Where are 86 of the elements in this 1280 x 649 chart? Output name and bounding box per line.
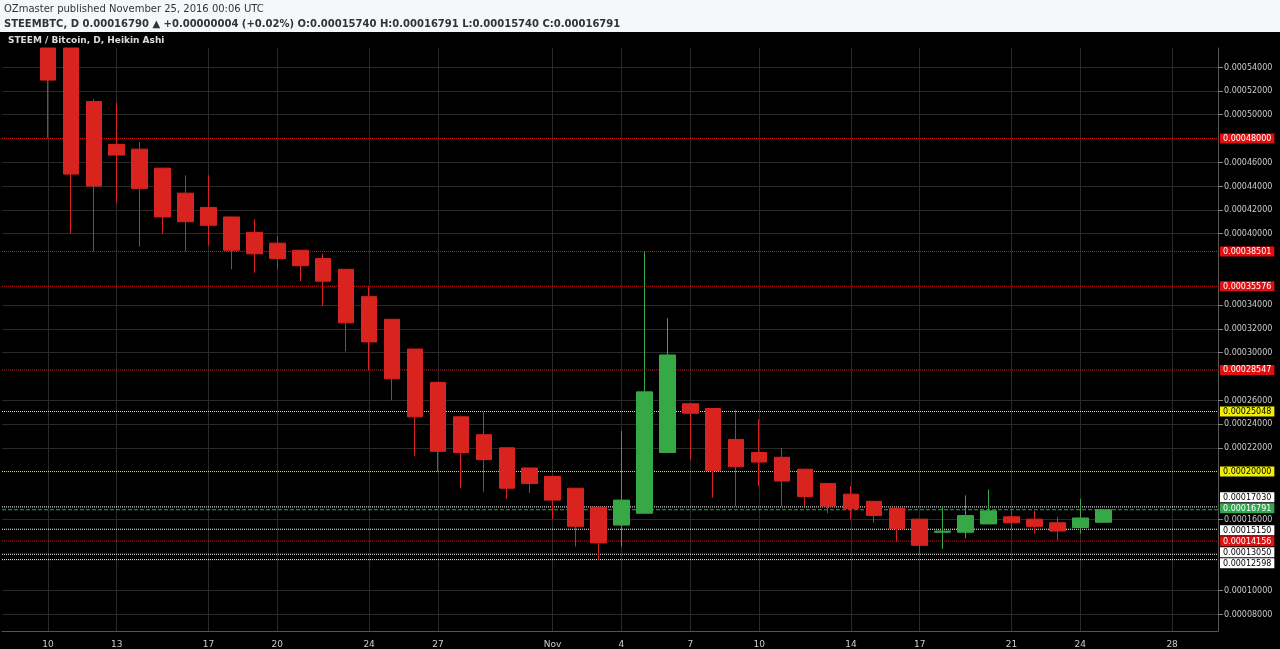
y-tick-label: 0.00026000 (1224, 395, 1273, 405)
candlestick (476, 411, 492, 493)
y-tick-label: 0.00024000 (1224, 419, 1273, 429)
ref-line-label: 0.00012598 (1223, 558, 1272, 568)
candlestick (521, 467, 538, 494)
x-tick-label: 27 (432, 638, 444, 649)
candlestick (430, 381, 446, 473)
candlestick (544, 475, 561, 520)
candlestick (590, 506, 607, 561)
ref-line-label: 0.00028547 (1223, 365, 1272, 375)
candlestick (866, 500, 882, 524)
candlestick (499, 447, 515, 500)
candlestick (361, 286, 377, 371)
y-tick-label: 0.00050000 (1224, 110, 1273, 120)
chart-title: OZmaster published November 25, 2016 00:06 UTC (4, 2, 265, 16)
x-tick-label: 24 (1074, 638, 1087, 649)
candlestick (682, 403, 699, 461)
ref-line-label: 0.00017030 (1223, 492, 1272, 502)
candlestick (315, 253, 331, 307)
y-tick-label: 0.00054000 (1224, 62, 1273, 72)
candlestick (108, 102, 125, 204)
x-tick-label: 10 (753, 638, 766, 649)
candlestick (338, 268, 354, 352)
candlestick (40, 47, 56, 139)
x-tick-label: 10 (42, 638, 54, 649)
x-tick-label: 14 (845, 638, 857, 649)
candlestick (223, 216, 240, 270)
x-tick-label: 20 (271, 638, 284, 649)
ref-line-label: 0.00013050 (1223, 547, 1272, 557)
candlestick (154, 167, 171, 235)
y-tick-label: 0.00016000 (1224, 514, 1273, 524)
candlestick (659, 317, 676, 454)
candlestick (269, 235, 286, 270)
candlestick (1003, 510, 1020, 530)
x-tick-label: 13 (110, 638, 123, 649)
candlestick (843, 485, 859, 520)
candlestick (567, 487, 584, 548)
x-tick-label: 4 (618, 638, 625, 649)
candlestick (246, 218, 263, 274)
x-tick-label: 7 (687, 638, 694, 649)
candlestick (131, 141, 148, 248)
ref-line-label: 0.00025048 (1223, 407, 1272, 417)
candlestick (177, 174, 194, 252)
candlestick (911, 518, 928, 556)
candlestick (384, 318, 400, 401)
x-tick-label: 17 (914, 638, 926, 649)
ref-line-label: 0.00016791 (1223, 503, 1272, 513)
candlestick (200, 174, 217, 247)
y-tick-label: 0.00034000 (1224, 300, 1273, 310)
chart-subtitle: STEEMBTC, D 0.00016790 ▲ +0.00000004 (+0.02%) O:0.00015740 H:0.00016791 L:0.00015740 C:0.00016791 (4, 17, 622, 31)
candlestick (705, 408, 721, 499)
candlestick (1026, 510, 1043, 534)
x-tick-label: 17 (202, 638, 215, 649)
candlestick (453, 415, 469, 489)
candlestick (407, 348, 423, 457)
x-tick-label: 24 (363, 638, 376, 649)
ref-line-label: 0.00038501 (1223, 246, 1272, 256)
y-tick-label: 0.00010000 (1224, 586, 1273, 596)
x-tick-label: 28 (1166, 638, 1179, 649)
y-tick-label: 0.00044000 (1224, 181, 1273, 191)
x-tick-label: 21 (1005, 638, 1018, 649)
y-tick-label: 0.00052000 (1224, 86, 1273, 96)
ref-line-label: 0.00048000 (1223, 133, 1272, 143)
text: STEEM / Bitcoin, D, Heikin Ashi (8, 34, 165, 45)
y-tick-label: 0.00042000 (1224, 205, 1273, 215)
candlestick (292, 249, 309, 282)
candlestick (797, 468, 813, 507)
candlestick (1049, 516, 1066, 542)
ref-line-label: 0.00014156 (1223, 536, 1272, 546)
candlestick (63, 47, 79, 235)
candlestick (728, 409, 744, 507)
ref-line-label: 0.00035576 (1223, 281, 1272, 291)
y-tick-label: 0.00040000 (1224, 229, 1273, 239)
candlestick (820, 482, 836, 514)
x-tick-label: Nov (543, 638, 563, 649)
candlestick (86, 98, 102, 252)
candlestick (889, 507, 905, 543)
y-tick-label: 0.00030000 (1224, 348, 1273, 358)
y-tick-label: 0.00032000 (1224, 324, 1273, 334)
y-tick-label: 0.00008000 (1224, 609, 1273, 619)
ref-line-label: 0.00020000 (1223, 467, 1272, 477)
ref-line-label: 0.00015150 (1223, 525, 1272, 535)
y-tick-label: 0.00046000 (1224, 157, 1273, 167)
y-tick-label: 0.00022000 (1224, 443, 1273, 453)
candlestick (774, 447, 790, 507)
candlestick (751, 418, 767, 487)
